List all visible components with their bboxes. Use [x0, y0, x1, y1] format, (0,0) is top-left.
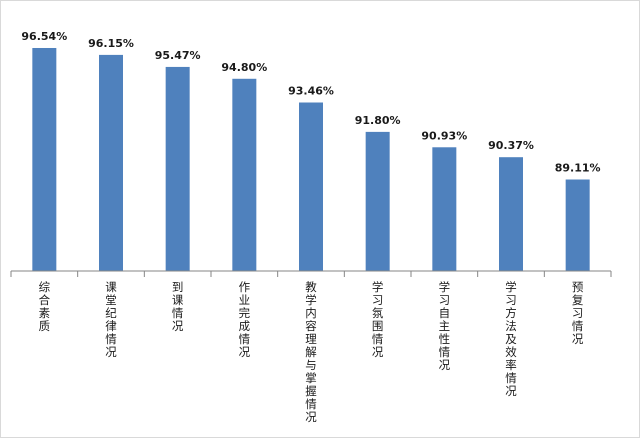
value-label-8: 90.37% [488, 139, 534, 152]
x-axis-ticks-group [10, 271, 612, 277]
bars-group [32, 47, 590, 272]
bar-3 [165, 66, 190, 272]
bar-6 [365, 131, 390, 271]
bar-9 [565, 179, 590, 271]
value-label-5: 93.46% [288, 85, 334, 98]
bar-1 [32, 47, 57, 271]
category-label-8: 学习方法及效率情况 [505, 280, 517, 398]
bar-2 [99, 54, 123, 272]
bar-5 [299, 102, 323, 271]
value-label-9: 89.11% [555, 161, 601, 174]
category-labels-group: 综合素质 课堂纪律情况 到课情况 作业完成情况 教学内容理解与掌握情况 学习氛围情况 学习自… [39, 280, 584, 424]
value-label-2: 96.15% [88, 37, 134, 50]
bar-7 [432, 147, 457, 271]
value-label-7: 90.93% [421, 129, 467, 142]
category-label-1: 综合素质 [39, 280, 51, 333]
category-label-9: 预复习情况 [572, 280, 584, 346]
value-labels-group: 96.54% 96.15% 95.47% 94.80% 93.46% 91.80% 90.9… [21, 30, 600, 175]
category-label-6: 学习氛围情况 [372, 280, 384, 359]
value-label-6: 91.80% [355, 114, 401, 127]
value-label-1: 96.54% [21, 30, 67, 43]
category-label-5: 教学内容理解与掌握情况 [305, 280, 317, 424]
category-label-3: 到课情况 [172, 280, 184, 333]
category-label-2: 课堂纪律情况 [105, 280, 117, 359]
value-label-3: 95.47% [155, 49, 201, 62]
bar-8 [499, 157, 523, 271]
category-label-7: 学习自主性情况 [439, 280, 451, 372]
value-label-4: 94.80% [221, 61, 267, 74]
category-label-4: 作业完成情况 [239, 280, 251, 359]
bar-4 [232, 78, 257, 271]
